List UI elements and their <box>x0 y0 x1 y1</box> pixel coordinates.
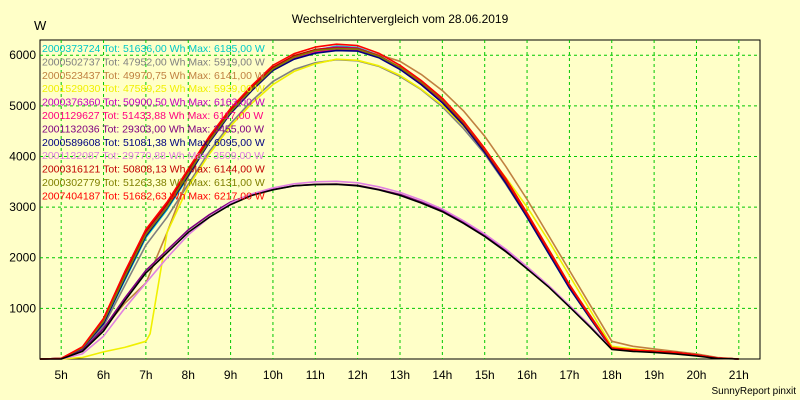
x-tick-label: 12h <box>348 368 368 382</box>
x-tick-label: 17h <box>559 368 579 382</box>
legend-entry: 2000316121 Tot: 50808,13 Wh Max: 6144,00… <box>42 164 265 176</box>
legend-entry: 2007404187 Tot: 51682,63 Wh Max: 6217,00… <box>42 190 265 202</box>
series-line <box>40 183 739 360</box>
series-line <box>39 43 739 360</box>
legend-entry: 2000523437 Tot: 49970,75 Wh Max: 6141,00… <box>42 70 265 82</box>
x-tick-label: 13h <box>390 368 410 382</box>
x-tick-label: 16h <box>517 368 537 382</box>
y-tick-label: 5000 <box>9 99 36 113</box>
series-line <box>39 48 739 360</box>
legend-entry: 2000502737 Tot: 47952,00 Wh Max: 5919,00… <box>42 56 265 68</box>
legend-entry: 2000376360 Tot: 50900,50 Wh Max: 6163,00… <box>42 97 265 109</box>
chart-title: Wechselrichtervergleich vom 28.06.2019 <box>292 12 509 26</box>
x-tick-label: 19h <box>644 368 664 382</box>
legend-entry: 2001132087 Tot: 29770,88 Wh Max: 3509,00… <box>42 150 264 162</box>
legend: 2000373724 Tot: 51636,00 Wh Max: 6185,00… <box>42 43 265 202</box>
x-tick-label: 14h <box>432 368 452 382</box>
x-tick-label: 5h <box>54 368 67 382</box>
y-tick-label: 2000 <box>9 251 36 265</box>
x-tick-label: 7h <box>139 368 152 382</box>
x-tick-label: 15h <box>475 368 495 382</box>
x-tick-label: 21h <box>729 368 749 382</box>
x-tick-label: 9h <box>224 368 237 382</box>
x-tick-label: 11h <box>306 368 325 382</box>
legend-entry: 2000373724 Tot: 51636,00 Wh Max: 6185,00… <box>42 43 265 55</box>
legend-entry: 2000302779 Tot: 51263,38 Wh Max: 6131,00… <box>42 177 265 189</box>
x-tick-label: 20h <box>686 368 706 382</box>
legend-entry: 2001132036 Tot: 29303,00 Wh Max: 3455,00… <box>42 123 264 135</box>
y-tick-label: 3000 <box>9 200 36 214</box>
legend-entry: 2001529030 Tot: 47589,25 Wh Max: 5939,00… <box>42 83 265 95</box>
x-tick-label: 8h <box>182 368 195 382</box>
y-tick-label: 4000 <box>9 149 36 163</box>
legend-entry: 2000589608 Tot: 51081,38 Wh Max: 6095,00… <box>42 137 265 149</box>
x-tick-label: 10h <box>263 368 283 382</box>
axis-tick-labels: 5h 6h 7h 8h 9h 10h 11h 12h 13h 14h 15h 16h 17h 18h 19h… <box>9 48 749 382</box>
legend-entry: 2001129627 Tot: 51433,88 Wh Max: 6117,00… <box>42 110 263 122</box>
x-tick-label: 18h <box>602 368 622 382</box>
x-tick-label: 6h <box>97 368 110 382</box>
y-axis-unit: W <box>34 18 47 33</box>
y-tick-label: 1000 <box>9 301 36 315</box>
series-layer <box>39 43 739 360</box>
credit-label: SunnyReport pinxit <box>712 386 797 397</box>
y-tick-label: 6000 <box>9 48 36 62</box>
series-line <box>40 58 739 360</box>
